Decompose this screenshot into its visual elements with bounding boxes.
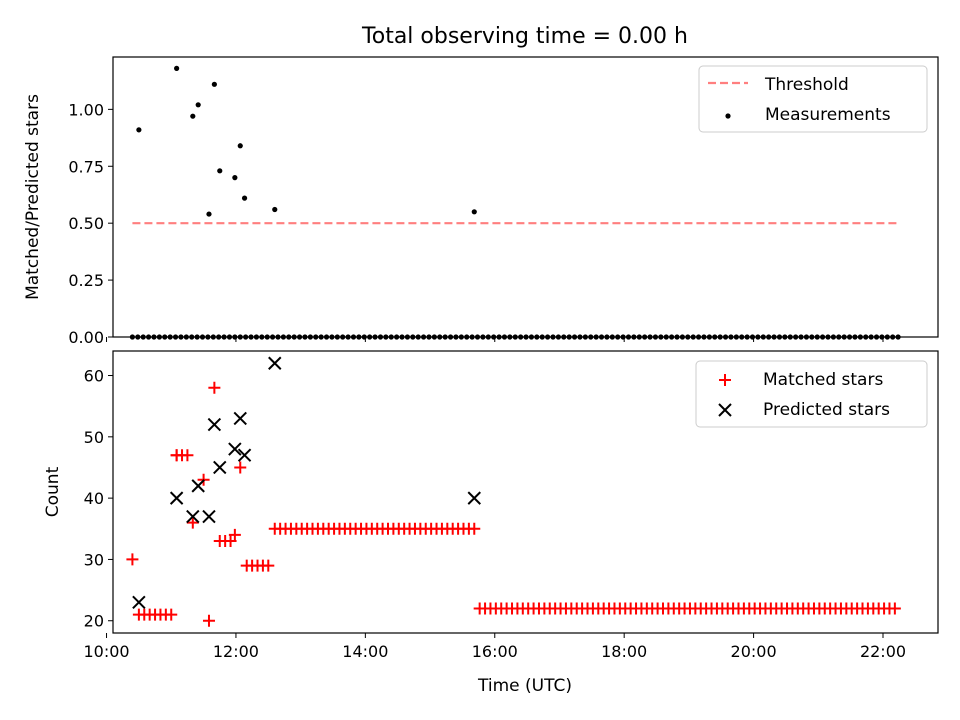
top-y-tick-label: 0.50 bbox=[68, 214, 104, 233]
predicted-star-marker bbox=[169, 491, 184, 505]
matched-star-marker bbox=[888, 602, 901, 615]
top-axes-frame bbox=[112, 56, 939, 338]
measurement-point bbox=[241, 195, 248, 201]
matched-star-marker bbox=[208, 381, 221, 394]
measurements-legend-swatch bbox=[725, 113, 731, 119]
measurement-point bbox=[237, 143, 243, 149]
predicted-star-marker bbox=[191, 479, 205, 493]
bottom-x-axis-label: Time (UTC) bbox=[477, 676, 572, 696]
predicted-legend-label: Predicted stars bbox=[763, 400, 890, 420]
predicted-star-marker bbox=[233, 411, 247, 426]
predicted-star-marker bbox=[132, 595, 146, 610]
measurement-point bbox=[211, 81, 217, 87]
bottom-y-tick-label: 30 bbox=[84, 550, 104, 569]
bottom-x-tick-label: 14:00 bbox=[342, 642, 388, 661]
bottom-x-tick-label: 12:00 bbox=[213, 642, 259, 661]
bottom-legend-box bbox=[695, 360, 928, 428]
predicted-star-marker bbox=[228, 442, 242, 456]
measurement-point bbox=[206, 211, 212, 217]
top-y-tick-label: 1.00 bbox=[68, 100, 104, 119]
measurement-point bbox=[471, 209, 477, 215]
predicted-star-marker bbox=[213, 460, 227, 475]
matched-star-marker bbox=[181, 449, 194, 462]
matched-star-marker bbox=[224, 535, 237, 548]
threshold-legend-label: Threshold bbox=[764, 75, 849, 95]
bottom-y-tick-label: 60 bbox=[84, 367, 104, 386]
bottom-y-tick-label: 20 bbox=[84, 612, 104, 631]
predicted-star-marker bbox=[237, 448, 252, 462]
bottom-x-tick-label: 16:00 bbox=[472, 642, 518, 661]
top-legend-box bbox=[698, 65, 928, 133]
matched-star-marker bbox=[228, 528, 241, 541]
bottom-y-tick-label: 50 bbox=[84, 428, 104, 447]
predicted-legend-swatch bbox=[718, 403, 732, 417]
bottom-x-tick-label: 22:00 bbox=[860, 642, 906, 661]
predicted-star-marker bbox=[207, 417, 222, 432]
top-y-tick-label: 0.75 bbox=[68, 157, 104, 176]
chart-title: Total observing time = 0.00 h bbox=[361, 24, 688, 49]
top-y-tick-label: 0.25 bbox=[68, 271, 104, 290]
measurement-point bbox=[136, 127, 142, 133]
matched-legend-label: Matched stars bbox=[763, 370, 883, 390]
matched-star-marker bbox=[202, 614, 215, 627]
matched-star-marker bbox=[165, 608, 178, 621]
predicted-star-marker bbox=[202, 509, 216, 524]
top-y-tick-label: 0.00 bbox=[68, 328, 104, 347]
matched-star-marker bbox=[170, 449, 183, 462]
measurements-legend-label: Measurements bbox=[765, 105, 891, 125]
matched-star-marker bbox=[234, 461, 247, 474]
measurement-point bbox=[195, 102, 201, 108]
measurement-point bbox=[217, 168, 223, 174]
matched-star-marker bbox=[468, 522, 481, 535]
measurement-point bbox=[174, 65, 180, 71]
predicted-star-marker bbox=[467, 491, 481, 505]
top-panel: 0.00 0.25 0.50 0.75 1.00 Matched/Predicted s… bbox=[23, 56, 939, 347]
matched-star-marker bbox=[262, 559, 275, 572]
bottom-legend: Matched stars Predicted stars bbox=[695, 360, 928, 428]
matched-star-marker bbox=[186, 516, 199, 529]
measurement-point bbox=[272, 206, 278, 213]
bottom-axes-frame bbox=[112, 350, 939, 634]
bottom-x-tick-label: 18:00 bbox=[601, 642, 647, 661]
predicted-star-marker bbox=[186, 509, 200, 524]
matched-legend-swatch bbox=[719, 374, 731, 386]
bottom-y-axis-label: Count bbox=[43, 466, 63, 517]
matched-star-marker bbox=[126, 553, 139, 566]
bottom-x-tick-label: 10:00 bbox=[83, 642, 129, 661]
bottom-panel: 20 30 40 50 60 10:00 12:00 14:00 16:00 18:00 20:0… bbox=[43, 350, 939, 696]
measurement-point bbox=[232, 175, 238, 181]
top-legend: Threshold Measurements bbox=[698, 65, 928, 133]
measurement-point bbox=[190, 113, 196, 119]
bottom-y-tick-label: 40 bbox=[84, 489, 104, 508]
predicted-star-marker bbox=[268, 356, 282, 370]
top-y-axis-label: Matched/Predicted stars bbox=[23, 94, 43, 300]
bottom-x-tick-label: 20:00 bbox=[731, 642, 777, 661]
